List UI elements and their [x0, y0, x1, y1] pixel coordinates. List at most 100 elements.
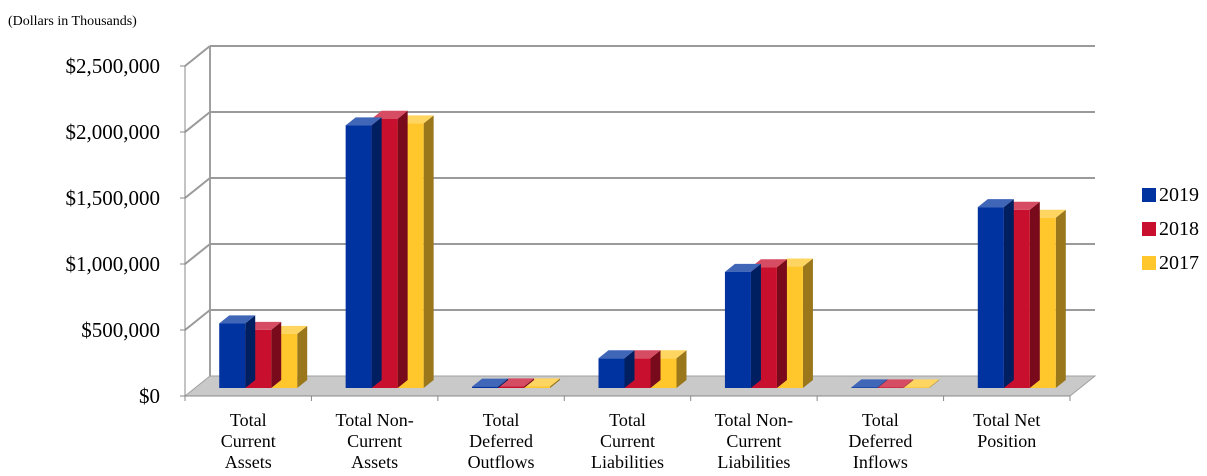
x-tick-label-line: Total	[609, 410, 646, 430]
bar-side	[1029, 201, 1040, 388]
bar-top	[877, 379, 914, 388]
legend-item-2018: 2018	[1142, 212, 1199, 246]
bar-side	[650, 350, 661, 388]
bar-side	[877, 379, 888, 388]
gridline-diagonal	[184, 111, 211, 133]
bar	[877, 379, 914, 388]
bar-front	[219, 323, 246, 388]
bar-top	[977, 199, 1014, 208]
bar-side	[245, 315, 256, 388]
bar-top	[851, 379, 888, 388]
x-tick-label-line: Total Non-	[336, 410, 414, 430]
x-tick-label: Total Deferred Inflows	[848, 410, 912, 472]
y-axis: $0 $500,000 $1,000,000 $1,500,000 $2,000,000…	[66, 54, 186, 408]
x-tick-label-line: Current	[347, 431, 402, 451]
bar-front	[724, 271, 751, 388]
bar	[472, 378, 509, 388]
bar-front	[903, 387, 930, 388]
x-tick-label-line: Assets	[225, 452, 272, 472]
y-tick-label: $2,500,000	[66, 54, 161, 78]
bar	[851, 379, 888, 388]
bar	[345, 117, 382, 388]
bar-front	[598, 358, 625, 388]
legend: 2019 2018 2017	[1142, 178, 1199, 280]
x-tick-label: Total Deferred Outflows	[468, 410, 535, 472]
bar-side	[498, 378, 509, 388]
legend-swatch-2017	[1142, 256, 1156, 270]
x-tick-label-line: Current	[600, 431, 655, 451]
bar-top	[724, 263, 761, 272]
bar-side	[550, 378, 561, 388]
x-tick-label: Total Current Liabilities	[591, 410, 664, 472]
bar-side	[624, 350, 635, 388]
y-tick-label: $1,000,000	[66, 252, 161, 276]
x-tick-label-line: Total Non-	[715, 410, 793, 430]
x-tick-label-line: Deferred	[848, 431, 912, 451]
legend-swatch-2019	[1142, 188, 1156, 202]
legend-label-2019: 2019	[1159, 183, 1199, 206]
bar-top	[345, 117, 382, 126]
bar-top	[903, 379, 940, 388]
x-tick-label: Total Net Position	[973, 410, 1040, 451]
x-tick-label-line: Liabilities	[717, 452, 790, 472]
legend-item-2017: 2017	[1142, 246, 1199, 280]
x-tick-label-line: Total Net	[973, 410, 1040, 430]
x-tick-label: Total Non-Current Assets	[336, 410, 414, 472]
y-tick-label: $2,000,000	[66, 120, 161, 144]
back-wall	[210, 46, 1095, 376]
bar-top	[219, 315, 256, 324]
x-tick-label-line: Total	[862, 410, 899, 430]
bar-front	[498, 386, 525, 388]
x-tick-label-line: Outflows	[468, 452, 535, 472]
bar-side	[371, 117, 382, 388]
legend-label-2017: 2017	[1159, 251, 1199, 274]
bar-side	[903, 379, 914, 388]
x-tick-label: Total Non-Current Liabilities	[715, 410, 793, 472]
x-tick-label-line: Liabilities	[591, 452, 664, 472]
gridline-diagonal	[184, 177, 211, 199]
x-tick-label-line: Total	[483, 410, 520, 430]
bar-side	[676, 350, 687, 388]
gridline-diagonal	[184, 309, 211, 331]
legend-swatch-2018	[1142, 222, 1156, 236]
bar-side	[397, 110, 408, 388]
bar	[977, 199, 1014, 388]
bar-top	[598, 350, 635, 359]
bar-side	[423, 115, 434, 388]
legend-item-2019: 2019	[1142, 178, 1199, 212]
bar-front	[851, 387, 878, 388]
x-tick-label-line: Assets	[351, 452, 398, 472]
bar-side	[776, 259, 787, 388]
bar-side	[297, 325, 308, 388]
bar-top	[371, 110, 408, 119]
bar-side	[524, 378, 535, 388]
gridline-diagonal	[184, 243, 211, 265]
bar-front	[524, 386, 551, 388]
bar-top	[472, 378, 509, 387]
bar-side	[750, 263, 761, 388]
bar	[903, 379, 940, 388]
x-tick-label-line: Current	[726, 431, 781, 451]
x-tick-label-line: Inflows	[853, 452, 908, 472]
x-tick-label-line: Position	[977, 431, 1036, 451]
x-tick-label-line: Total	[230, 410, 267, 430]
bar	[219, 315, 256, 388]
x-tick-label-line: Current	[221, 431, 276, 451]
y-tick-label: $1,500,000	[66, 186, 161, 210]
x-tick-label: Total Current Assets	[221, 410, 276, 472]
legend-label-2018: 2018	[1159, 217, 1199, 240]
chart-walls	[183, 46, 1097, 397]
bar-side	[929, 379, 940, 388]
bar-front	[977, 207, 1004, 388]
bar-front	[345, 125, 372, 388]
bar	[724, 263, 761, 388]
x-tick-label-line: Deferred	[469, 431, 533, 451]
y-tick-label: $0	[139, 384, 160, 408]
chart-subtitle: (Dollars in Thousands)	[8, 14, 137, 29]
bar-side	[802, 258, 813, 388]
bars	[219, 110, 1066, 388]
bar	[598, 350, 635, 388]
bar-side	[271, 321, 282, 388]
